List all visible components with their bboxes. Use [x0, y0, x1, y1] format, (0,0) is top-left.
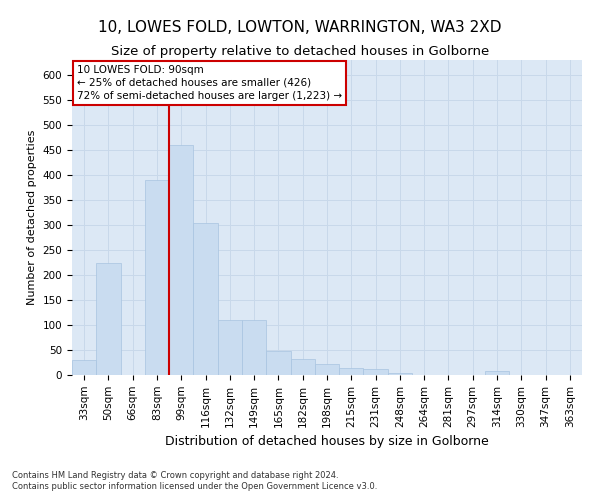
Bar: [72, 360, 96, 375]
Bar: [339, 368, 364, 375]
Text: Contains HM Land Registry data © Crown copyright and database right 2024.: Contains HM Land Registry data © Crown c…: [12, 470, 338, 480]
Bar: [315, 364, 339, 375]
Text: Contains public sector information licensed under the Open Government Licence v3: Contains public sector information licen…: [12, 482, 377, 491]
Bar: [290, 358, 315, 375]
Text: 10 LOWES FOLD: 90sqm
← 25% of detached houses are smaller (426)
72% of semi-deta: 10 LOWES FOLD: 90sqm ← 25% of detached h…: [77, 64, 342, 101]
X-axis label: Distribution of detached houses by size in Golborne: Distribution of detached houses by size …: [165, 435, 489, 448]
Text: 10, LOWES FOLD, LOWTON, WARRINGTON, WA3 2XD: 10, LOWES FOLD, LOWTON, WARRINGTON, WA3 …: [98, 20, 502, 35]
Bar: [266, 351, 290, 375]
Bar: [169, 145, 193, 375]
Bar: [388, 372, 412, 375]
Bar: [485, 371, 509, 375]
Bar: [218, 320, 242, 375]
Bar: [193, 222, 218, 375]
Bar: [364, 368, 388, 375]
Bar: [242, 320, 266, 375]
Bar: [96, 262, 121, 375]
Y-axis label: Number of detached properties: Number of detached properties: [27, 130, 37, 305]
Bar: [145, 180, 169, 375]
Text: Size of property relative to detached houses in Golborne: Size of property relative to detached ho…: [111, 45, 489, 58]
